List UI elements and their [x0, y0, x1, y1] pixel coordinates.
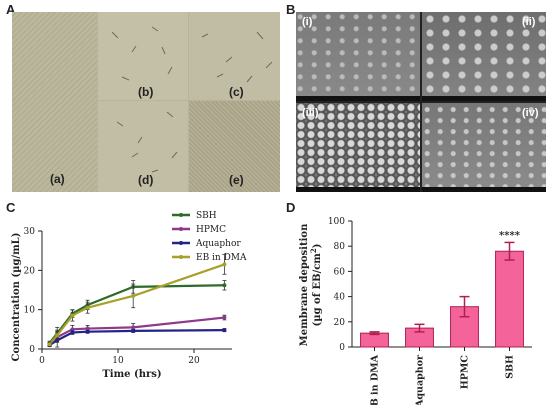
chart-c-data-point: [222, 283, 227, 288]
micrograph-c: (c): [189, 12, 280, 100]
chart-d-significance-label: ****: [499, 230, 521, 241]
chart-c-xlabel: Time (hrs): [102, 369, 161, 380]
sem-image-ii: (ii): [422, 12, 546, 101]
chart-c-legend-label: HPMC: [196, 225, 226, 235]
chart-d-ylabel-sup: 2: [309, 248, 318, 253]
sem-image-iii: (iii): [296, 103, 420, 192]
sem-label-iii: (iii): [302, 107, 319, 119]
sem-image-iv: (iv): [422, 103, 546, 192]
chart-c-legend-marker: [179, 213, 183, 217]
chart-c-data-point: [222, 315, 227, 320]
tile-label-c: (c): [229, 85, 244, 99]
chart-d-category-label: Aquaphor: [415, 354, 426, 405]
sem-label-iv: (iv): [522, 107, 539, 119]
panel-b-letter: B: [286, 2, 296, 17]
chart-c-x-tick-label: 0: [39, 356, 45, 366]
tile-label-a: (a): [50, 172, 65, 186]
chart-d-y-tick-label: 40: [334, 293, 346, 303]
chart-c-y-tick-label: 30: [24, 227, 36, 237]
panel-a-micrographs: (a) (b) (c) (d) (e): [12, 12, 280, 192]
sem-label-i: (i): [302, 16, 313, 28]
panel-b-sem-images: (i) (ii) (iii) (iv): [296, 12, 546, 192]
chart-c-y-tick-label: 10: [24, 306, 36, 316]
chart-c-legend-label: SBH: [196, 211, 217, 221]
chart-d-category-label: SBH: [505, 355, 516, 379]
chart-c-x-tick-label: 20: [188, 356, 200, 366]
sem-image-i: (i): [296, 12, 420, 101]
micrograph-d: (d): [98, 101, 188, 192]
release-profile-chart: 0 10 20 30 0 10 20 SBH HPMC Aquaphor EB in DMA Ti…: [11, 211, 247, 380]
chart-c-y-tick-label: 20: [24, 266, 36, 276]
chart-d-ylabel-close: ): [312, 244, 323, 249]
chart-d-bars: EB in DMA Aquaphor HPMC SBH ****: [360, 230, 524, 405]
chart-c-legend-marker: [179, 255, 183, 259]
panel-d-letter: D: [286, 200, 296, 215]
chart-c-series-line: [49, 329, 225, 347]
chart-d-category-label: EB in DMA: [370, 354, 381, 405]
chart-d-ylabel-line1: Membrane deposition: [299, 223, 310, 346]
chart-c-data-point: [47, 342, 52, 347]
micrograph-e: (e): [189, 101, 280, 192]
membrane-deposition-chart: 0 20 40 60 80 100 EB in DMA Aquaphor HPMC SBH ***…: [299, 217, 532, 405]
micrograph-a: (a): [12, 12, 97, 192]
chart-d-bar: [495, 250, 524, 348]
chart-c-axes: 0 10 20 30 0 10 20: [24, 227, 232, 366]
sem-scale-bar: [296, 187, 420, 192]
chart-c-data-point: [85, 329, 90, 334]
chart-c-series: [47, 254, 227, 348]
chart-c-data-point: [70, 313, 75, 318]
chart-d-bar: [360, 332, 389, 348]
chart-c-data-point: [55, 333, 60, 338]
chart-c-legend-marker: [179, 227, 183, 231]
chart-d-y-tick-label: 60: [334, 267, 346, 277]
sem-scale-bar: [296, 96, 420, 101]
chart-c-data-point: [131, 325, 136, 330]
sem-scale-bar: [422, 187, 546, 192]
micrograph-b: (b): [98, 12, 188, 100]
chart-d-y-tick-label: 80: [334, 242, 346, 252]
chart-d-y-tick-label: 0: [339, 343, 345, 353]
panel-a-letter: A: [6, 2, 16, 17]
chart-c-data-point: [70, 330, 75, 335]
chart-c-data-point: [131, 293, 136, 298]
chart-c-data-point: [85, 326, 90, 331]
chart-c-data-point: [222, 328, 227, 333]
chart-d-y-tick-label: 20: [334, 318, 346, 328]
chart-c-x-tick-label: 10: [112, 356, 124, 366]
chart-d-ylabel-main: (µg of EB/cm: [312, 253, 323, 327]
sem-label-ii: (ii): [522, 16, 536, 28]
chart-d-category-label: HPMC: [460, 355, 471, 390]
panel-c-letter: C: [6, 200, 16, 215]
tile-label-e: (e): [229, 173, 244, 187]
tile-label-b: (b): [138, 85, 154, 99]
chart-d-ylabel-line2: (µg of EB/cm2): [309, 244, 323, 327]
chart-c-y-tick-label: 0: [29, 345, 35, 355]
sem-scale-bar: [422, 96, 546, 101]
chart-c-data-point: [131, 328, 136, 333]
micrograph-cells-overlay: [111, 26, 273, 173]
chart-c-legend: SBH HPMC Aquaphor EB in DMA: [172, 211, 247, 263]
chart-c-legend-label: Aquaphor: [195, 239, 241, 249]
chart-c-legend-label: EB in DMA: [196, 253, 247, 263]
chart-c-ylabel: Concentration (µg/mL): [11, 233, 22, 362]
chart-c-data-point: [222, 262, 227, 267]
chart-d-y-tick-label: 100: [328, 217, 345, 227]
tile-label-d: (d): [138, 173, 154, 187]
chart-c-legend-marker: [179, 241, 183, 245]
chart-c-data-point: [85, 305, 90, 310]
